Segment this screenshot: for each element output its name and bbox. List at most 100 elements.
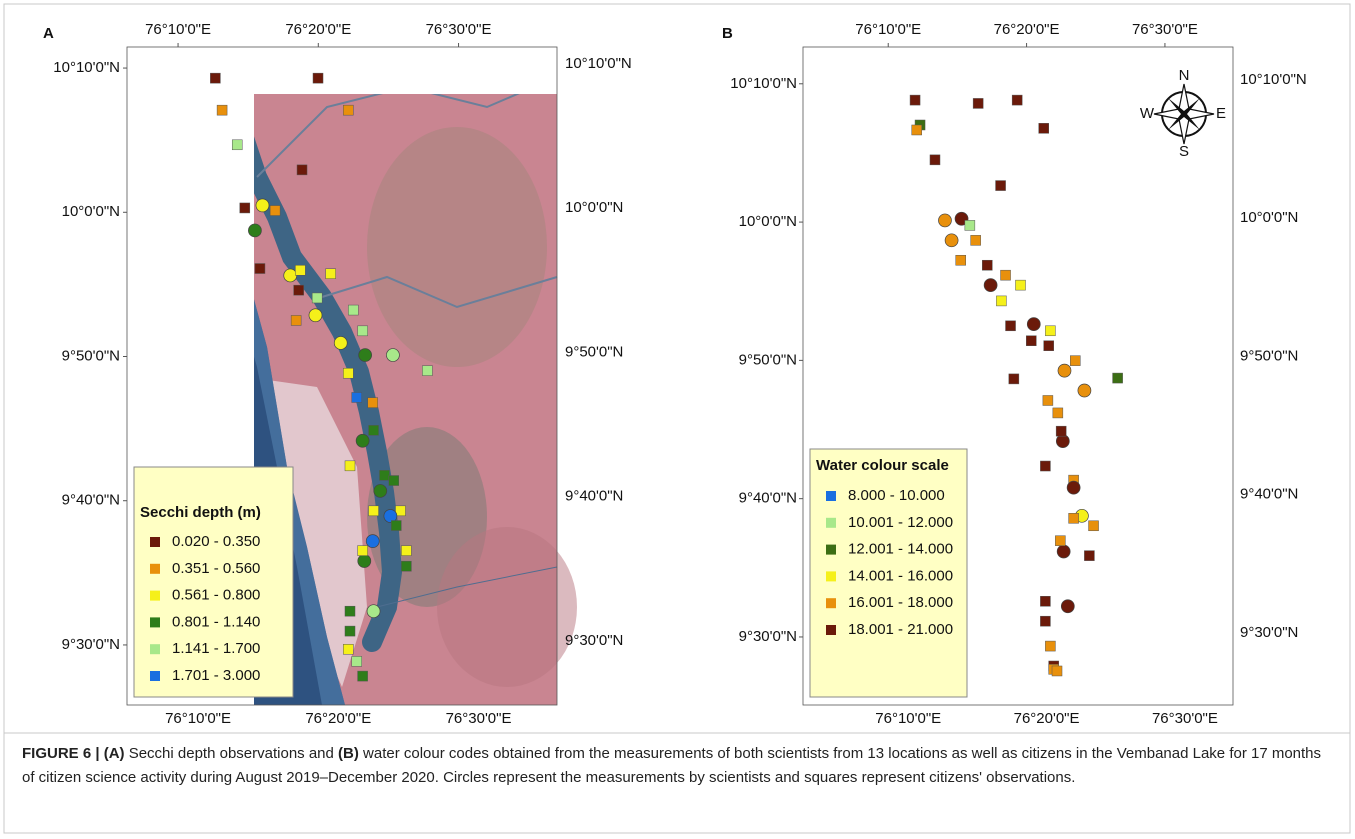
observation-point bbox=[291, 315, 301, 325]
caption-text: Secchi depth observations and bbox=[125, 745, 338, 762]
observation-point bbox=[343, 368, 353, 378]
observation-point bbox=[938, 214, 951, 227]
legend-label: 0.801 - 1.140 bbox=[172, 613, 260, 630]
legend-label: 0.561 - 0.800 bbox=[172, 587, 260, 604]
observation-point bbox=[1001, 270, 1011, 280]
observation-point bbox=[1012, 95, 1022, 105]
observation-point bbox=[295, 265, 305, 275]
vegetation bbox=[1043, 427, 1163, 607]
legend-title: Water colour scale bbox=[816, 457, 949, 474]
observation-point bbox=[971, 235, 981, 245]
observation-point bbox=[313, 73, 323, 83]
observation-point bbox=[358, 546, 368, 556]
legend-label: 1.141 - 1.700 bbox=[172, 640, 260, 657]
observation-point bbox=[1056, 435, 1069, 448]
observation-point bbox=[984, 279, 997, 292]
legend-swatch bbox=[150, 617, 160, 627]
observation-point bbox=[312, 293, 322, 303]
y-tick-label: 10°10'0"N bbox=[53, 59, 120, 76]
observation-point bbox=[358, 671, 368, 681]
observation-point bbox=[255, 264, 265, 274]
legend-swatch bbox=[826, 598, 836, 608]
panel-label: A bbox=[43, 25, 54, 42]
legend-swatch bbox=[150, 537, 160, 547]
x-tick-label: 76°20'0"E bbox=[305, 710, 371, 727]
observation-point bbox=[422, 366, 432, 376]
observation-point bbox=[343, 105, 353, 115]
legend-label: 14.001 - 16.000 bbox=[848, 567, 953, 584]
observation-point bbox=[367, 605, 380, 618]
observation-point bbox=[1061, 600, 1074, 613]
legend-label: 16.001 - 18.000 bbox=[848, 594, 953, 611]
observation-point bbox=[401, 546, 411, 556]
y-tick-label: 10°0'0"N bbox=[565, 199, 623, 216]
vegetation bbox=[437, 527, 577, 687]
observation-point bbox=[256, 199, 269, 212]
observation-point bbox=[996, 181, 1006, 191]
observation-point bbox=[217, 105, 227, 115]
observation-point bbox=[1026, 336, 1036, 346]
compass-label: W bbox=[1140, 105, 1155, 122]
observation-point bbox=[1039, 123, 1049, 133]
legend-swatch bbox=[150, 644, 160, 654]
caption-bold: (B) bbox=[338, 745, 359, 762]
legend-label: 8.000 - 10.000 bbox=[848, 487, 945, 504]
legend-label: 0.351 - 0.560 bbox=[172, 560, 260, 577]
observation-point bbox=[401, 561, 411, 571]
observation-point bbox=[1078, 384, 1091, 397]
observation-point bbox=[956, 255, 966, 265]
y-tick-label: 10°0'0"N bbox=[739, 213, 797, 230]
y-tick-label: 10°10'0"N bbox=[565, 55, 632, 72]
compass-label: N bbox=[1179, 67, 1190, 84]
y-tick-label: 9°30'0"N bbox=[565, 632, 623, 649]
observation-point bbox=[1044, 341, 1054, 351]
observation-point bbox=[1040, 596, 1050, 606]
observation-point bbox=[1043, 395, 1053, 405]
cloud bbox=[172, 366, 238, 405]
observation-point bbox=[345, 461, 355, 471]
observation-point bbox=[391, 521, 401, 531]
legend-label: 10.001 - 12.000 bbox=[848, 514, 953, 531]
observation-point bbox=[369, 506, 379, 516]
y-tick-label: 9°40'0"N bbox=[739, 490, 797, 507]
observation-point bbox=[1070, 356, 1080, 366]
vegetation bbox=[1043, 127, 1223, 367]
observation-point bbox=[1053, 408, 1063, 418]
observation-point bbox=[297, 165, 307, 175]
x-tick-label: 76°30'0"E bbox=[446, 710, 512, 727]
observation-point bbox=[1057, 545, 1070, 558]
observation-point bbox=[982, 260, 992, 270]
observation-point bbox=[965, 220, 975, 230]
legend-swatch bbox=[826, 571, 836, 581]
observation-point bbox=[343, 644, 353, 654]
observation-point bbox=[1089, 521, 1099, 531]
vegetation bbox=[1113, 527, 1253, 687]
y-tick-label: 9°30'0"N bbox=[739, 628, 797, 645]
observation-point bbox=[358, 555, 371, 568]
observation-point bbox=[386, 349, 399, 362]
observation-point bbox=[379, 470, 389, 480]
observation-point bbox=[326, 269, 336, 279]
caption-figure: FIGURE 6 | (A) bbox=[22, 745, 125, 762]
observation-point bbox=[366, 535, 379, 548]
legend-swatch bbox=[826, 491, 836, 501]
observation-point bbox=[368, 398, 378, 408]
canal bbox=[1053, 567, 1233, 607]
figure: A76°10'0"E76°10'0"E76°20'0"E76°20'0"E76°… bbox=[0, 0, 1355, 839]
observation-point bbox=[374, 484, 387, 497]
y-tick-label: 10°0'0"N bbox=[62, 203, 120, 220]
observation-point bbox=[1084, 551, 1094, 561]
observation-point bbox=[345, 606, 355, 616]
observation-point bbox=[356, 434, 369, 447]
legend-swatch bbox=[826, 518, 836, 528]
observation-point bbox=[248, 224, 261, 237]
caption: FIGURE 6 | (A) Secchi depth observations… bbox=[22, 742, 1337, 789]
observation-point bbox=[1058, 364, 1071, 377]
observation-point bbox=[294, 285, 304, 295]
observation-point bbox=[1009, 374, 1019, 384]
observation-point bbox=[389, 476, 399, 486]
legend-label: 0.020 - 0.350 bbox=[172, 533, 260, 550]
observation-point bbox=[1015, 280, 1025, 290]
x-tick-label: 76°30'0"E bbox=[1132, 21, 1198, 38]
y-tick-label: 10°10'0"N bbox=[730, 75, 797, 92]
